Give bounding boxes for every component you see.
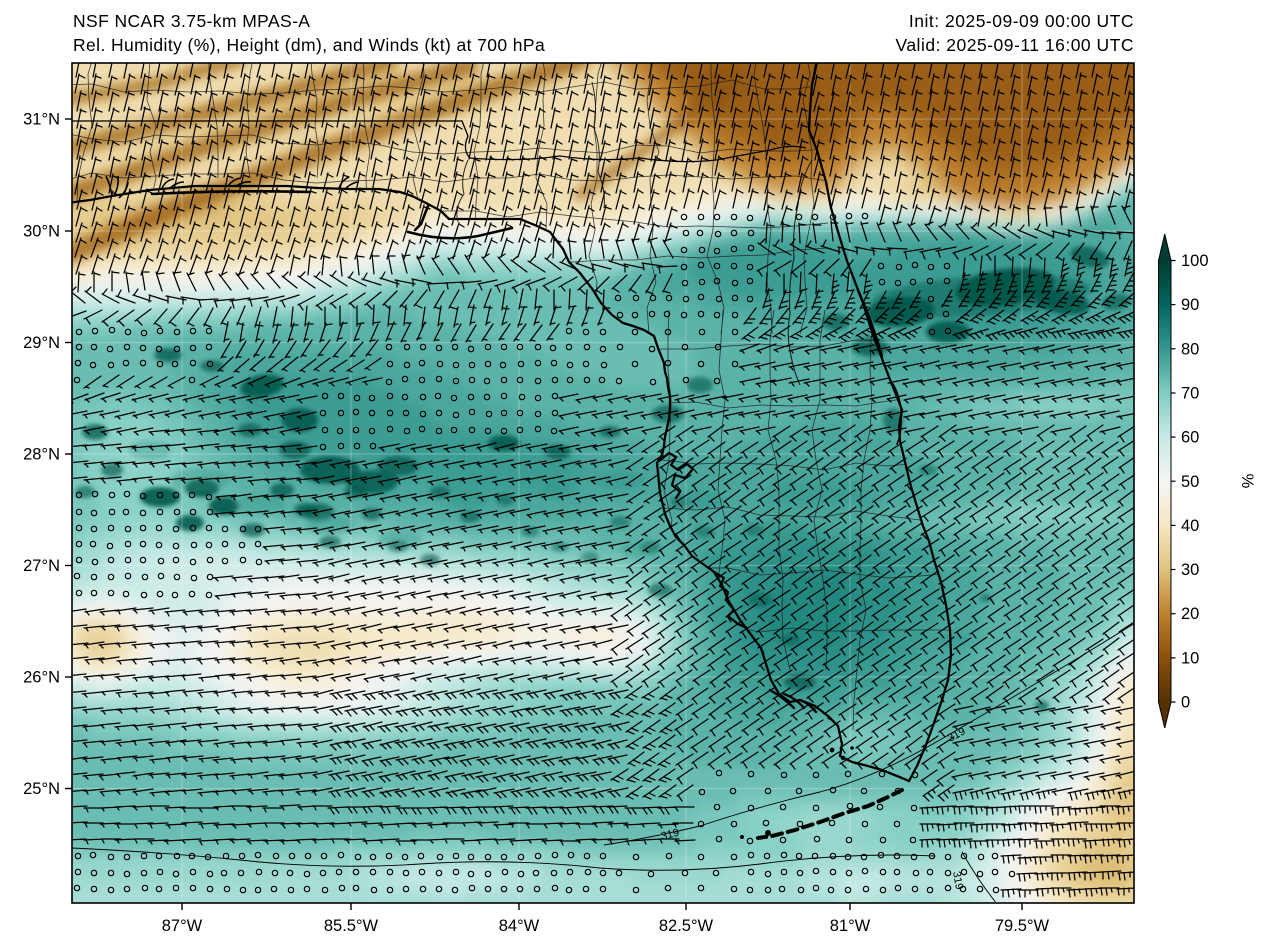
svg-text:0: 0	[1181, 694, 1190, 712]
svg-text:40: 40	[1181, 517, 1199, 535]
svg-text:25°N: 25°N	[23, 780, 60, 798]
svg-text:29°N: 29°N	[23, 334, 60, 352]
svg-text:Valid: 2025-09-11 16:00 UTC: Valid: 2025-09-11 16:00 UTC	[895, 35, 1134, 55]
svg-text:10: 10	[1181, 649, 1199, 667]
svg-text:87°W: 87°W	[162, 917, 203, 935]
svg-text:70: 70	[1181, 385, 1199, 403]
svg-text:Init: 2025-09-09 00:00 UTC: Init: 2025-09-09 00:00 UTC	[909, 11, 1134, 31]
svg-text:30°N: 30°N	[23, 223, 60, 241]
svg-text:81°W: 81°W	[830, 917, 871, 935]
svg-text:80: 80	[1181, 340, 1199, 358]
svg-text:30: 30	[1181, 561, 1199, 579]
svg-text:Rel. Humidity (%), Height (dm): Rel. Humidity (%), Height (dm), and Wind…	[73, 35, 545, 55]
svg-text:NSF NCAR 3.75-km MPAS-A: NSF NCAR 3.75-km MPAS-A	[73, 11, 310, 31]
svg-text:85.5°W: 85.5°W	[324, 917, 379, 935]
svg-text:27°N: 27°N	[23, 557, 60, 575]
svg-text:84°W: 84°W	[499, 917, 540, 935]
svg-text:50: 50	[1181, 473, 1199, 491]
svg-text:90: 90	[1181, 296, 1199, 314]
svg-text:31°N: 31°N	[23, 111, 60, 129]
svg-text:%: %	[1238, 474, 1256, 489]
svg-text:60: 60	[1181, 429, 1199, 447]
svg-text:28°N: 28°N	[23, 446, 60, 464]
svg-text:100: 100	[1181, 252, 1209, 270]
svg-text:319: 319	[950, 870, 965, 890]
svg-text:82.5°W: 82.5°W	[659, 917, 714, 935]
svg-text:20: 20	[1181, 605, 1199, 623]
svg-text:79.5°W: 79.5°W	[995, 917, 1050, 935]
svg-text:26°N: 26°N	[23, 669, 60, 687]
